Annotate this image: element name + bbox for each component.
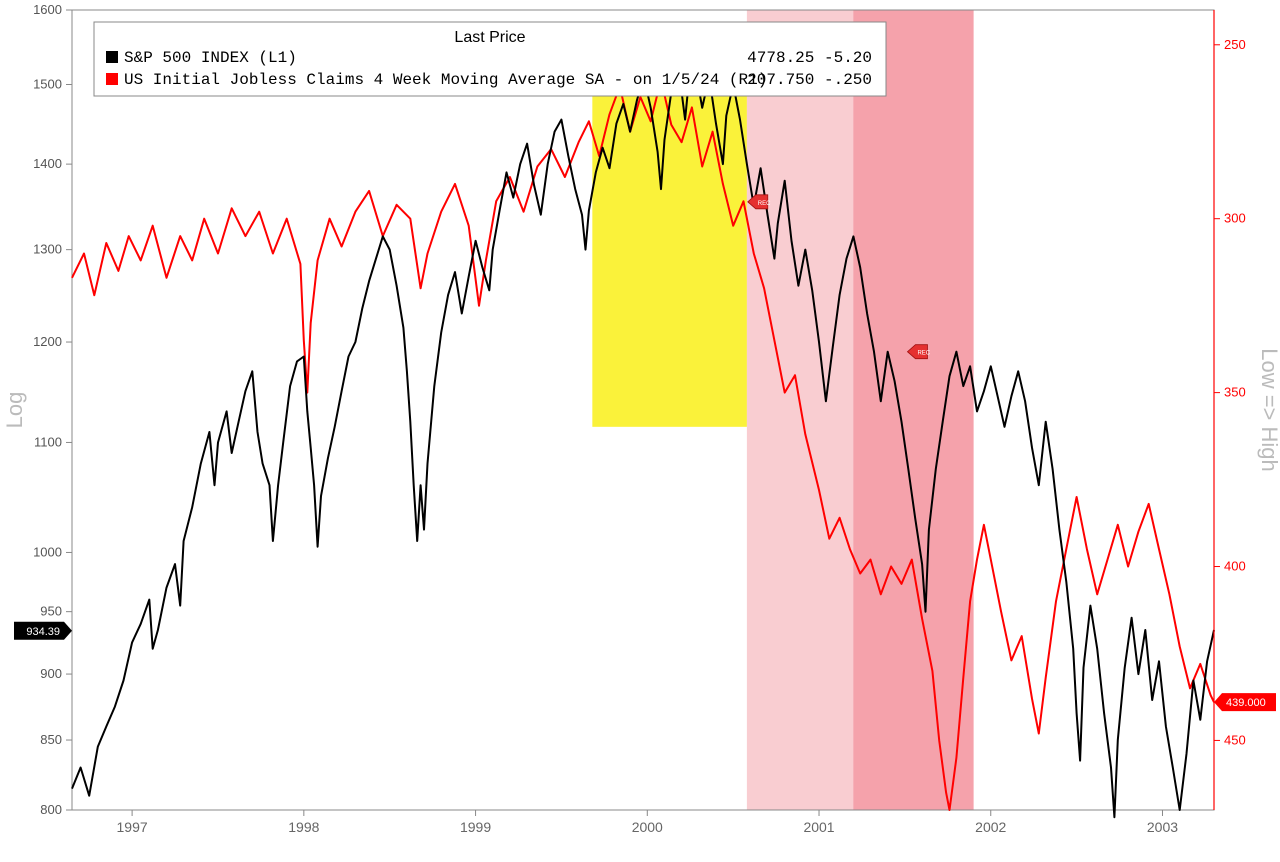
y-left-tick-label: 950 bbox=[40, 604, 62, 619]
y-left-tick-label: 1600 bbox=[33, 2, 62, 17]
legend-title: Last Price bbox=[454, 29, 525, 46]
legend-value: 207.750 -.250 bbox=[747, 71, 872, 89]
y-left-tick-label: 1300 bbox=[33, 242, 62, 257]
y-left-tick-label: 900 bbox=[40, 666, 62, 681]
price-flag-left-value: 934.39 bbox=[26, 626, 60, 638]
legend-value: 4778.25 -5.20 bbox=[747, 49, 872, 67]
y-right-axis-label: Low => High bbox=[1257, 348, 1280, 472]
legend-swatch bbox=[106, 73, 118, 85]
legend-label: S&P 500 INDEX (L1) bbox=[124, 49, 297, 67]
recession-band-dark bbox=[853, 10, 973, 810]
y-right-tick-label: 350 bbox=[1224, 385, 1246, 400]
svg-text:REC: REC bbox=[758, 201, 771, 207]
svg-text:REC: REC bbox=[917, 351, 930, 357]
x-tick-label: 2000 bbox=[632, 819, 663, 835]
legend-swatch bbox=[106, 51, 118, 63]
y-left-tick-label: 1200 bbox=[33, 334, 62, 349]
y-left-tick-label: 800 bbox=[40, 802, 62, 817]
price-flag-right-value: 439.000 bbox=[1226, 697, 1266, 709]
legend-label: US Initial Jobless Claims 4 Week Moving … bbox=[124, 71, 767, 89]
y-right-tick-label: 400 bbox=[1224, 559, 1246, 574]
x-tick-label: 2001 bbox=[803, 819, 834, 835]
y-left-tick-label: 1400 bbox=[33, 156, 62, 171]
x-tick-label: 2003 bbox=[1147, 819, 1178, 835]
y-right-tick-label: 300 bbox=[1224, 211, 1246, 226]
dual-axis-chart: 1997 1998 1999 2000 2001 2002 2003 800 850 900 950… bbox=[0, 0, 1280, 862]
y-right-tick-label: 450 bbox=[1224, 732, 1246, 747]
y-left-tick-label: 850 bbox=[40, 732, 62, 747]
x-tick-label: 2002 bbox=[975, 819, 1006, 835]
x-tick-label: 1998 bbox=[288, 819, 319, 835]
y-right-tick-label: 250 bbox=[1224, 37, 1246, 52]
y-left-tick-label: 1500 bbox=[33, 76, 62, 91]
x-tick-label: 1999 bbox=[460, 819, 491, 835]
x-tick-label: 1997 bbox=[117, 819, 148, 835]
y-left-axis-label: Log bbox=[2, 392, 27, 429]
y-left-tick-label: 1000 bbox=[33, 544, 62, 559]
y-left-tick-label: 1100 bbox=[34, 434, 62, 449]
